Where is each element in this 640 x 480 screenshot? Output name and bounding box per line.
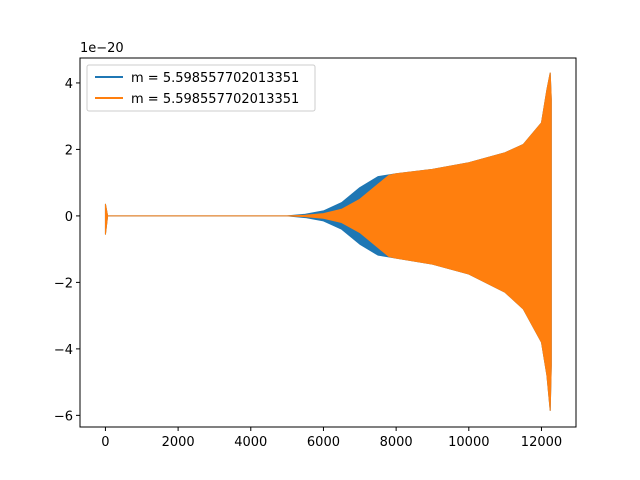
x-tick-label: 6000 bbox=[307, 435, 340, 450]
y-tick-label: −4 bbox=[54, 343, 73, 358]
x-tick-label: 10000 bbox=[448, 435, 489, 450]
x-tick-label: 2000 bbox=[162, 435, 195, 450]
y-tick-label: −6 bbox=[54, 409, 73, 424]
plot-area bbox=[104, 72, 552, 411]
x-axis: 0 2000 4000 6000 8000 10000 12000 bbox=[101, 427, 562, 450]
y-offset-label: 1e−20 bbox=[80, 41, 124, 56]
y-tick-label: −2 bbox=[54, 276, 73, 291]
legend: m = 5.598557702013351 m = 5.598557702013… bbox=[86, 64, 316, 112]
axes-frame bbox=[79, 57, 577, 428]
y-tick-label: 2 bbox=[65, 143, 73, 158]
legend-box bbox=[86, 64, 316, 112]
y-tick-label: 0 bbox=[65, 210, 73, 225]
x-tick-label: 4000 bbox=[234, 435, 267, 450]
y-axis: −6 −4 −2 0 2 4 bbox=[54, 77, 80, 424]
x-tick-label: 8000 bbox=[380, 435, 413, 450]
x-tick-label: 12000 bbox=[521, 435, 562, 450]
series-2-band bbox=[104, 72, 552, 411]
y-tick-label: 4 bbox=[65, 77, 73, 92]
legend-label-series-1: m = 5.598557702013351 bbox=[131, 71, 299, 86]
legend-label-series-2: m = 5.598557702013351 bbox=[131, 92, 299, 107]
x-tick-label: 0 bbox=[101, 435, 109, 450]
